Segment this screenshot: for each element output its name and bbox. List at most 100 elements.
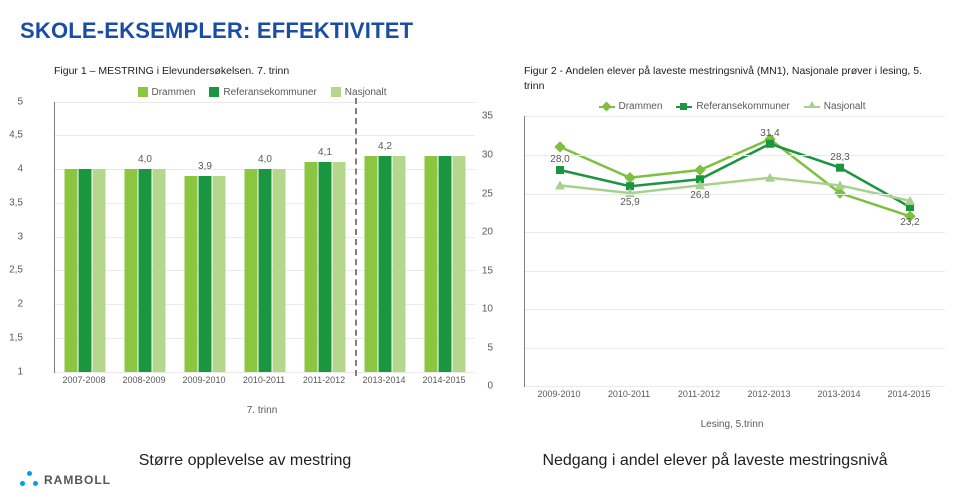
legend-label: Nasjonalt bbox=[824, 101, 866, 112]
bar bbox=[305, 162, 318, 371]
legend-label: Referansekommuner bbox=[223, 87, 316, 98]
logo-icon bbox=[20, 471, 38, 489]
y-tick: 3,5 bbox=[9, 197, 23, 208]
conclusion-right: Nedgang i andel elever på laveste mestri… bbox=[490, 452, 940, 470]
gridline bbox=[525, 155, 945, 156]
x-label: 2011-2012 bbox=[303, 375, 345, 385]
bar-group: 4,0 bbox=[125, 169, 166, 372]
y-tick: 30 bbox=[482, 149, 493, 160]
bar-value-label: 4,0 bbox=[138, 154, 152, 165]
y-tick: 25 bbox=[482, 188, 493, 199]
y-tick: 15 bbox=[482, 265, 493, 276]
legend-label: Drammen bbox=[152, 87, 196, 98]
bar-value-label: 3,9 bbox=[198, 161, 212, 172]
conclusion-left: Større opplevelse av mestring bbox=[20, 452, 470, 470]
bar bbox=[79, 169, 92, 372]
bar-value-label: 4,0 bbox=[258, 154, 272, 165]
bar bbox=[319, 162, 332, 371]
point-label: 23,2 bbox=[900, 217, 919, 228]
y-tick: 3 bbox=[17, 231, 23, 242]
bar-legend: Drammen Referansekommuner Nasjonalt bbox=[54, 87, 470, 98]
bar bbox=[453, 156, 466, 372]
bar bbox=[93, 169, 106, 372]
bar bbox=[139, 169, 152, 372]
x-label: 2014-2015 bbox=[422, 375, 465, 385]
y-tick: 20 bbox=[482, 227, 493, 238]
bar bbox=[153, 169, 166, 372]
legend-swatch bbox=[138, 87, 148, 97]
y-tick: 1,5 bbox=[9, 332, 23, 343]
bar bbox=[125, 169, 138, 372]
x-label: 2013-2014 bbox=[817, 389, 860, 399]
bar bbox=[365, 156, 378, 372]
point-label: 28,0 bbox=[550, 154, 569, 165]
marker bbox=[556, 166, 564, 174]
marker bbox=[766, 140, 774, 148]
x-label: 2010-2011 bbox=[608, 389, 650, 399]
y-tick: 5 bbox=[487, 342, 493, 353]
gridline bbox=[525, 309, 945, 310]
point-label: 26,8 bbox=[690, 190, 709, 201]
bar-group: 3,9 bbox=[185, 176, 226, 372]
marker bbox=[694, 165, 705, 176]
figure1-title: Figur 1 – MESTRING i Elevundersøkelsen. … bbox=[54, 64, 470, 79]
bar bbox=[439, 156, 452, 372]
bar bbox=[245, 169, 258, 372]
marker bbox=[554, 142, 565, 153]
y-tick: 10 bbox=[482, 304, 493, 315]
legend-line-swatch bbox=[676, 106, 692, 108]
bar-value-label: 4,1 bbox=[318, 147, 332, 158]
legend-item: Nasjonalt bbox=[804, 101, 866, 112]
gridline bbox=[525, 271, 945, 272]
legend-swatch bbox=[209, 87, 219, 97]
x-label: 2013-2014 bbox=[362, 375, 405, 385]
line-axis-title: Lesing, 5.trinn bbox=[524, 419, 940, 430]
legend-swatch bbox=[331, 87, 341, 97]
y-tick: 5 bbox=[17, 96, 23, 107]
bar bbox=[213, 176, 226, 372]
bar bbox=[333, 162, 346, 371]
y-tick: 0 bbox=[487, 381, 493, 392]
bar bbox=[273, 169, 286, 372]
line-legend: Drammen Referansekommuner Nasjonalt bbox=[524, 101, 940, 112]
bar bbox=[259, 169, 272, 372]
logo: RAMBOLL bbox=[20, 471, 111, 489]
x-label: 2009-2010 bbox=[182, 375, 225, 385]
legend-label: Referansekommuner bbox=[696, 101, 789, 112]
legend-item: Nasjonalt bbox=[331, 87, 387, 98]
bar bbox=[379, 156, 392, 372]
gridline bbox=[55, 102, 475, 103]
line-chart: 35302520151050 28,025,926,831,428,323,2 bbox=[524, 116, 945, 387]
bar bbox=[393, 156, 406, 372]
point-label: 31,4 bbox=[760, 128, 779, 139]
marker bbox=[836, 164, 844, 172]
gridline bbox=[525, 232, 945, 233]
bar-group bbox=[425, 156, 466, 372]
bar-divider bbox=[355, 98, 357, 376]
page-title: SKOLE-EKSEMPLER: EFFEKTIVITET bbox=[20, 18, 940, 44]
marker bbox=[624, 172, 635, 183]
gridline bbox=[525, 194, 945, 195]
bar bbox=[199, 176, 212, 372]
bar bbox=[65, 169, 78, 372]
bar bbox=[185, 176, 198, 372]
legend-item: Drammen bbox=[599, 101, 663, 112]
point-label: 25,9 bbox=[620, 197, 639, 208]
x-label: 2009-2010 bbox=[537, 389, 580, 399]
legend-item: Referansekommuner bbox=[209, 87, 316, 98]
y-tick: 2 bbox=[17, 299, 23, 310]
legend-label: Nasjonalt bbox=[345, 87, 387, 98]
bar-group: 4,1 bbox=[305, 162, 346, 371]
x-label: 2008-2009 bbox=[122, 375, 165, 385]
y-tick: 35 bbox=[482, 111, 493, 122]
x-label: 2011-2012 bbox=[678, 389, 720, 399]
x-label: 2007-2008 bbox=[62, 375, 105, 385]
y-tick: 2,5 bbox=[9, 265, 23, 276]
bar-chart: 54,543,532,521,51 4,03,94,04,14,2 bbox=[54, 102, 475, 373]
x-label: 2012-2013 bbox=[747, 389, 790, 399]
logo-text: RAMBOLL bbox=[44, 473, 111, 487]
bar-group: 4,2 bbox=[365, 156, 406, 372]
legend-line-swatch bbox=[804, 106, 820, 108]
gridline bbox=[525, 348, 945, 349]
legend-line-swatch bbox=[599, 106, 615, 108]
